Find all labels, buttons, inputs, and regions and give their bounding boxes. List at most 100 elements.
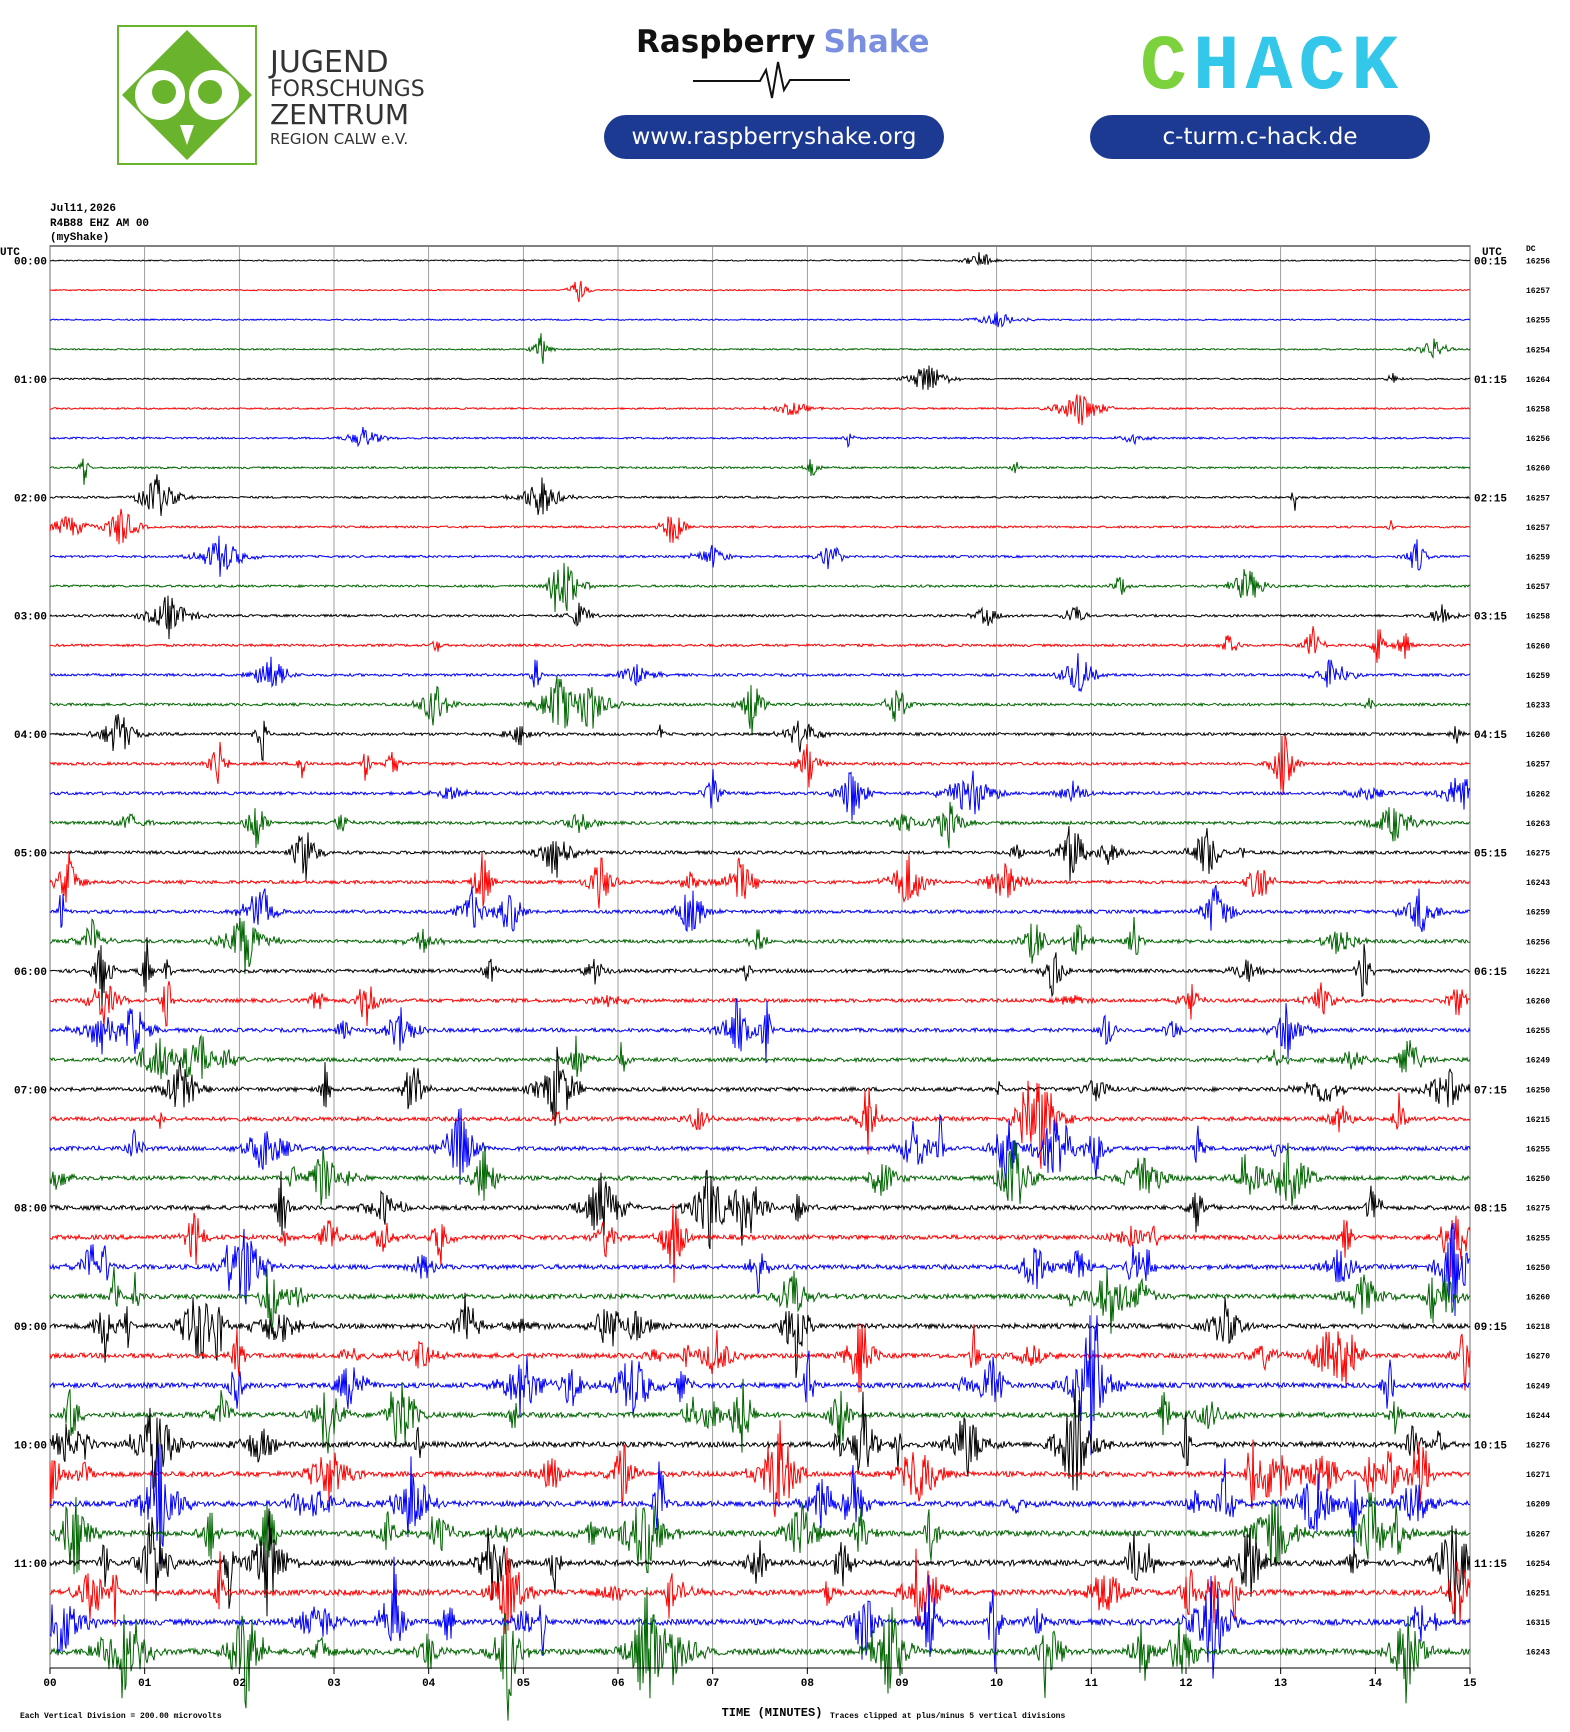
dc-value: 16221 [1526, 968, 1550, 977]
trace [49, 1388, 1471, 1491]
dc-value: 16263 [1526, 820, 1550, 829]
trace [49, 535, 1471, 577]
trace [49, 937, 1471, 1008]
hour-label: 05:15 [1474, 849, 1507, 861]
dc-value: 16260 [1526, 731, 1550, 740]
dc-value: 16262 [1526, 790, 1550, 799]
url-pill[interactable] [1090, 115, 1430, 159]
jfz-text: REGION CALW e.V. [270, 130, 408, 148]
chack-hack: HACK [1193, 24, 1404, 112]
hour-label: 07:15 [1474, 1085, 1507, 1097]
dc-value: 16257 [1526, 583, 1550, 592]
logo-diamond [122, 30, 252, 160]
trace [49, 1169, 1471, 1250]
jfz-text: FORSCHUNGS [270, 77, 425, 102]
url-pill[interactable] [604, 115, 944, 159]
hour-label: 06:15 [1474, 967, 1507, 979]
footer-left: Each Vertical Division = 200.00 microvol… [20, 1712, 222, 1721]
trace [50, 916, 1471, 975]
x-tick-label: 07 [706, 1678, 719, 1690]
trace [49, 1556, 1471, 1679]
trace [49, 474, 1471, 516]
hour-label: 06:00 [14, 967, 47, 979]
hour-label: 11:00 [14, 1559, 47, 1571]
dc-value: 16218 [1526, 1323, 1550, 1332]
source: (myShake) [50, 232, 109, 244]
axis-label: UTC [0, 247, 20, 259]
dc-value: 16264 [1526, 376, 1550, 385]
dc-value: 16256 [1526, 258, 1550, 267]
logo-beak [180, 125, 194, 145]
dc-value: 16257 [1526, 524, 1550, 533]
x-tick-label: 10 [990, 1678, 1003, 1690]
jfz-text: ZENTRUM [270, 98, 409, 131]
x-tick-label: 01 [138, 1678, 152, 1690]
trace [49, 562, 1471, 613]
trace [49, 1315, 1471, 1456]
dc-value: 16260 [1526, 998, 1550, 1007]
hour-label: 09:15 [1474, 1322, 1507, 1334]
hour-label: 01:15 [1474, 375, 1507, 387]
brand-word: Shake [823, 24, 929, 60]
chack-c: C [1140, 24, 1193, 112]
dc-value: 16267 [1526, 1530, 1550, 1539]
x-tick-label: 00 [43, 1678, 56, 1690]
dc-value: 16258 [1526, 613, 1550, 622]
dc-value: 16257 [1526, 761, 1550, 770]
jfz-logo: JUGEND FORSCHUNGS ZENTRUM REGION CALW e.… [117, 25, 425, 165]
trace [49, 801, 1471, 849]
trace [49, 1222, 1471, 1317]
trace [49, 1080, 1471, 1169]
trace [49, 1292, 1471, 1378]
url-text[interactable]: c-turm.c-hack.de [1163, 124, 1358, 150]
dc-value: 16275 [1526, 850, 1550, 859]
x-tick-label: 06 [611, 1678, 624, 1690]
dc-value: 16251 [1526, 1590, 1550, 1599]
url-text[interactable]: www.raspberryshake.org [632, 124, 917, 150]
dc-value: 16215 [1526, 1116, 1550, 1125]
hour-label: 03:00 [14, 612, 47, 624]
x-axis-title: TIME (MINUTES) [722, 1706, 823, 1720]
hour-label: 02:15 [1474, 493, 1507, 505]
jfz-text: JUGEND [268, 45, 389, 80]
x-tick-label: 09 [895, 1678, 908, 1690]
dc-value: 16243 [1526, 879, 1550, 888]
dc-value: 16243 [1526, 1649, 1550, 1658]
logo-pupil [152, 80, 176, 104]
trace [49, 365, 1471, 390]
trace [49, 1140, 1471, 1207]
trace [49, 1046, 1471, 1126]
dc-value: 16271 [1526, 1471, 1550, 1480]
dc-value: 16270 [1526, 1353, 1550, 1362]
dc-value: 16256 [1526, 938, 1550, 947]
x-tick-label: 12 [1179, 1678, 1192, 1690]
dc-value: 16260 [1526, 642, 1550, 651]
trace [49, 426, 1471, 449]
x-tick-label: 13 [1274, 1678, 1288, 1690]
hour-label: 10:00 [14, 1441, 47, 1453]
dc-value: 16275 [1526, 1205, 1550, 1214]
trace [49, 884, 1471, 933]
x-tick-label: 05 [517, 1678, 531, 1690]
dc-value: 16255 [1526, 1234, 1550, 1243]
dc-value: 16249 [1526, 1057, 1550, 1066]
trace [49, 1420, 1471, 1518]
x-tick-label: 08 [801, 1678, 815, 1690]
trace [49, 998, 1471, 1064]
dc-value: 16249 [1526, 1382, 1550, 1391]
trace [49, 333, 1471, 364]
trace [49, 595, 1471, 640]
trace [49, 1443, 1471, 1564]
trace [49, 1378, 1471, 1454]
dc-value: 16250 [1526, 1175, 1550, 1184]
logo-frame [117, 25, 257, 165]
dc-value: 16259 [1526, 672, 1550, 681]
trace [49, 394, 1470, 426]
dc-value: 16257 [1526, 287, 1550, 296]
brand-word: Raspberry [636, 24, 815, 60]
trace [49, 626, 1471, 663]
trace [49, 825, 1471, 882]
chack-text: CHACK [1140, 24, 1404, 112]
hour-label: 00:15 [1474, 257, 1507, 269]
